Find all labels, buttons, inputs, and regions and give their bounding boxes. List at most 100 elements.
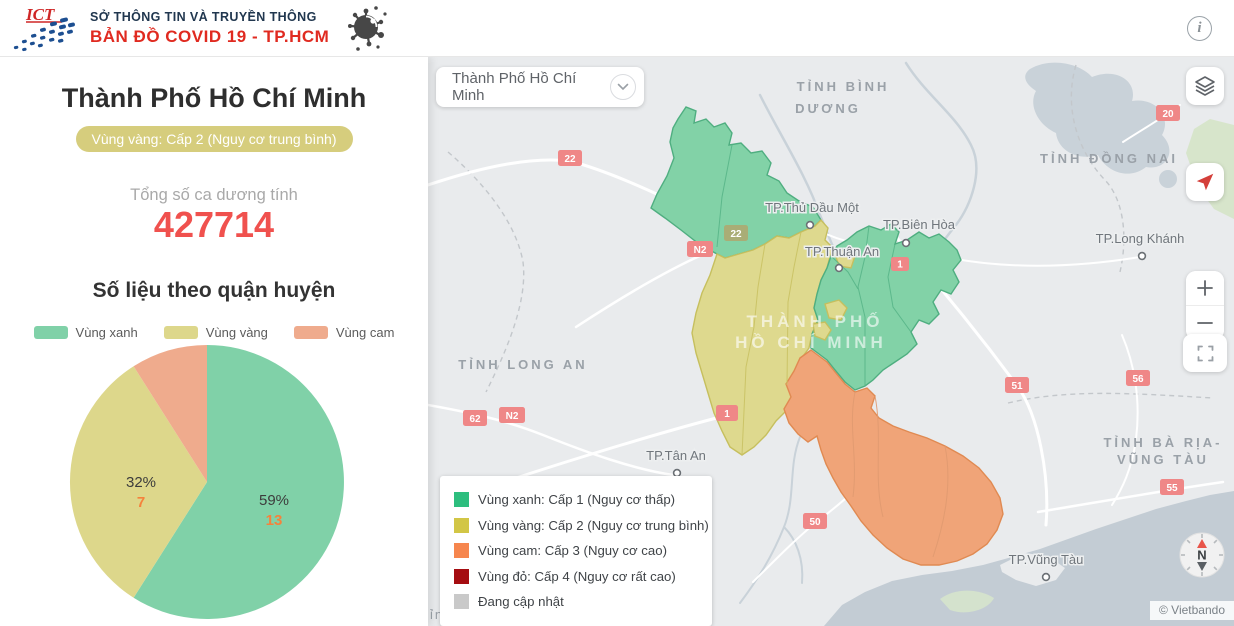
minus-icon bbox=[1197, 322, 1213, 324]
map-legend-item: Vùng vàng: Cấp 2 (Nguy cơ trung bình) bbox=[454, 513, 709, 539]
svg-text:20: 20 bbox=[1162, 109, 1174, 120]
pie-slice-xanh[interactable] bbox=[133, 345, 344, 619]
district-pocket-yellow[interactable] bbox=[824, 299, 848, 321]
pie-slice-cam[interactable] bbox=[133, 345, 207, 482]
road-badge: 1 bbox=[716, 405, 738, 421]
legend-color-green bbox=[454, 492, 469, 508]
compass-south-arrow bbox=[1197, 562, 1207, 571]
pie-legend-item-vang[interactable]: Vùng vàng bbox=[163, 325, 268, 340]
legend-swatch-vang bbox=[163, 326, 198, 339]
hcmc-map-label-line2: HỒ CHÍ MINH bbox=[735, 333, 887, 352]
fullscreen-icon bbox=[1197, 345, 1213, 361]
svg-text:N2: N2 bbox=[694, 245, 707, 256]
road-badge: 22 bbox=[558, 150, 582, 166]
svg-text:22: 22 bbox=[730, 229, 742, 240]
map-canvas[interactable]: THÀNH PHỐ HỒ CHÍ MINH TỈNH BÌNH DƯƠNG TỈ… bbox=[428, 57, 1234, 626]
pie-label-xanh-percent: 59% bbox=[259, 492, 289, 509]
map-container[interactable]: THÀNH PHỐ HỒ CHÍ MINH TỈNH BÌNH DƯƠNG TỈ… bbox=[428, 57, 1234, 626]
total-cases-label: Tổng số ca dương tính bbox=[130, 186, 298, 204]
forest-patch-south bbox=[940, 590, 994, 613]
svg-text:TP.Biên Hòa: TP.Biên Hòa bbox=[883, 217, 956, 232]
virus-icon bbox=[348, 6, 387, 51]
fullscreen-button[interactable] bbox=[1183, 334, 1227, 372]
svg-text:TP.Thủ Dầu Một: TP.Thủ Dầu Một bbox=[765, 200, 859, 215]
city-title: Thành Phố Hồ Chí Minh bbox=[61, 83, 367, 113]
district-pocket-yellow[interactable] bbox=[812, 321, 832, 341]
road-badge: 20 bbox=[1156, 105, 1180, 121]
city-label-bien-hoa: TP.Biên Hòa bbox=[881, 216, 957, 248]
svg-text:62: 62 bbox=[469, 414, 481, 425]
road-badge: 51 bbox=[1005, 377, 1029, 393]
map-legend-item: Vùng đỏ: Cấp 4 (Nguy cơ rất cao) bbox=[454, 564, 698, 590]
svg-text:DƯƠNG: DƯƠNG bbox=[795, 101, 861, 116]
districts-pie-chart[interactable]: 59% 13 32% 7 bbox=[0, 342, 428, 626]
svg-text:1: 1 bbox=[724, 409, 730, 420]
region-selector-value: Thành Phố Hồ Chí Minh bbox=[452, 70, 577, 104]
city-label-long-khanh: TP.Long Khánh bbox=[1094, 230, 1186, 261]
road-badge: 55 bbox=[1160, 479, 1184, 495]
legend-color-gray bbox=[454, 594, 469, 610]
layers-button[interactable] bbox=[1186, 67, 1224, 105]
map-legend-item: Vùng xanh: Cấp 1 (Nguy cơ thấp) bbox=[454, 487, 698, 513]
svg-text:56: 56 bbox=[1132, 374, 1144, 385]
svg-text:VŨNG TÀU: VŨNG TÀU bbox=[1117, 452, 1209, 467]
legend-color-red bbox=[454, 568, 469, 584]
info-button[interactable]: i bbox=[1187, 15, 1212, 41]
map-legend-item: Đang cập nhật bbox=[454, 589, 698, 615]
pie-label-xanh-count: 13 bbox=[266, 512, 283, 529]
district-west-yellow[interactable] bbox=[691, 218, 834, 456]
svg-text:TP.Long Khánh: TP.Long Khánh bbox=[1096, 231, 1185, 246]
svg-text:51: 51 bbox=[1011, 381, 1023, 392]
compass-control[interactable]: N bbox=[1179, 532, 1225, 578]
department-name: SỞ THÔNG TIN VÀ TRUYỀN THÔNG bbox=[90, 9, 317, 24]
map-legend: Vùng xanh: Cấp 1 (Nguy cơ thấp) Vùng vàn… bbox=[440, 476, 712, 626]
sidebar: Thành Phố Hồ Chí Minh Vùng vàng: Cấp 2 (… bbox=[0, 57, 428, 626]
road-badge: 1 bbox=[891, 257, 909, 271]
compass-n-label: N bbox=[1197, 548, 1206, 563]
locate-button[interactable] bbox=[1186, 163, 1224, 201]
road-badge: N2 bbox=[499, 407, 525, 423]
zoom-in-button[interactable] bbox=[1186, 271, 1224, 305]
svg-text:N2: N2 bbox=[506, 411, 519, 422]
pie-slice-vang[interactable] bbox=[69, 366, 207, 598]
district-south-orange[interactable] bbox=[783, 349, 1004, 566]
compass-north-arrow bbox=[1197, 539, 1207, 548]
road-badge: 22 bbox=[724, 225, 748, 241]
pie-label-vang-percent: 32% bbox=[126, 474, 156, 491]
info-icon: i bbox=[1197, 19, 1202, 36]
districts-section-title: Số liệu theo quận huyện bbox=[92, 279, 336, 302]
chevron-down-icon[interactable] bbox=[610, 74, 636, 100]
svg-text:50: 50 bbox=[809, 517, 821, 528]
road-badge: N2 bbox=[687, 241, 713, 257]
province-label-dong-nai: TỈNH ĐỒNG NAI bbox=[1040, 151, 1178, 166]
legend-swatch-xanh bbox=[33, 326, 68, 339]
city-label-vung-tau: TP.Vũng Tàu bbox=[1007, 551, 1085, 582]
svg-text:1: 1 bbox=[897, 260, 903, 271]
city-label-thu-dau-mot: TP.Thủ Dầu Một bbox=[764, 199, 861, 230]
zoom-control bbox=[1186, 271, 1224, 340]
locate-arrow-icon bbox=[1196, 173, 1214, 191]
pie-legend: Vùng xanh Vùng vàng Vùng cam bbox=[0, 325, 428, 340]
pie-legend-item-cam[interactable]: Vùng cam bbox=[293, 325, 394, 340]
svg-text:TP.Tân An: TP.Tân An bbox=[646, 448, 706, 463]
province-label-binh-duong: TỈNH BÌNH bbox=[797, 79, 890, 94]
svg-text:ICT: ICT bbox=[25, 5, 55, 24]
map-attribution: © Vietbando bbox=[1149, 601, 1234, 620]
layers-icon bbox=[1195, 76, 1215, 96]
svg-text:55: 55 bbox=[1166, 483, 1178, 494]
region-selector[interactable]: Thành Phố Hồ Chí Minh bbox=[436, 67, 644, 107]
pie-legend-item-xanh[interactable]: Vùng xanh bbox=[33, 325, 138, 340]
app-title: BẢN ĐỒ COVID 19 - TP.HCM bbox=[90, 26, 330, 46]
province-label-ba-ria: TỈNH BÀ RỊA- bbox=[1103, 435, 1222, 450]
city-label-thuan-an: TP.Thuận An bbox=[803, 243, 881, 273]
legend-color-yellow bbox=[454, 517, 469, 533]
svg-text:TP.Vũng Tàu: TP.Vũng Tàu bbox=[1009, 552, 1084, 567]
ict-logo: ICT bbox=[13, 5, 75, 52]
total-cases-value: 427714 bbox=[153, 204, 275, 245]
svg-text:22: 22 bbox=[564, 154, 576, 165]
hcmc-map-label-line1: THÀNH PHỐ bbox=[746, 311, 883, 331]
risk-level-badge: Vùng vàng: Cấp 2 (Nguy cơ trung bình) bbox=[75, 126, 353, 152]
province-label-long-an: TỈNH LONG AN bbox=[458, 357, 587, 372]
road-badge: 50 bbox=[803, 513, 827, 529]
pie-label-vang-count: 7 bbox=[137, 494, 145, 511]
